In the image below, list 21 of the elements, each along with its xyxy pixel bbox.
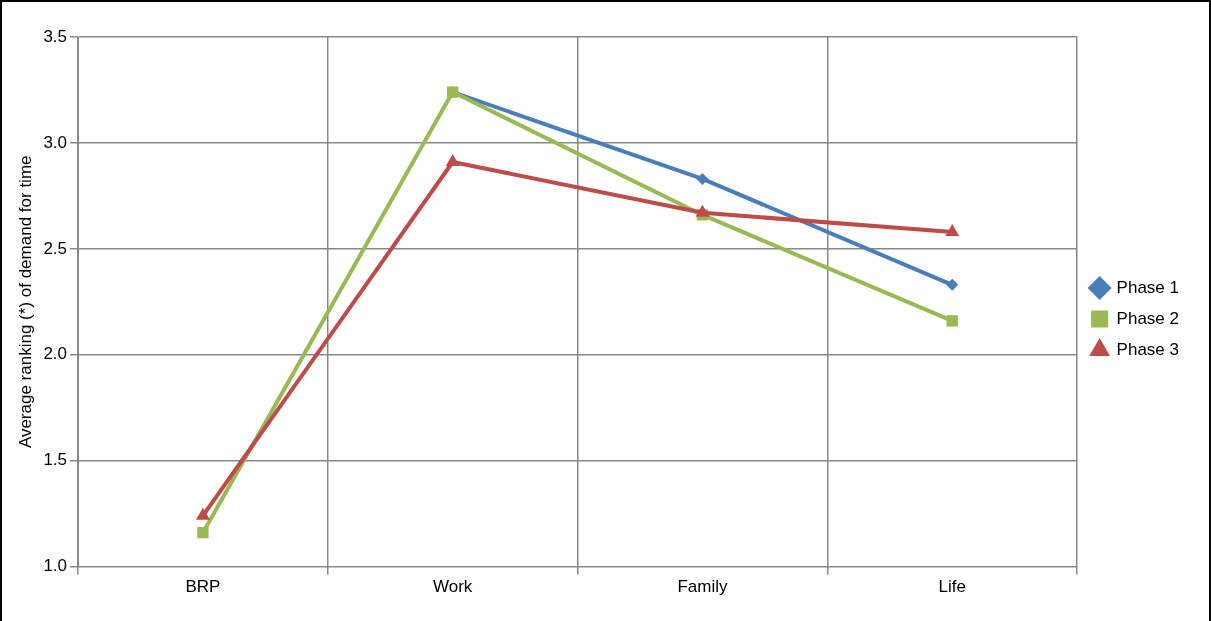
point — [197, 527, 209, 539]
point — [696, 172, 709, 185]
point — [946, 315, 958, 327]
y-tick-label: 3.5 — [43, 26, 68, 46]
y-tick-label: 2.5 — [43, 238, 68, 258]
point — [945, 223, 960, 236]
x-tick-label: Work — [433, 577, 473, 597]
legend-label: Phase 2 — [1116, 308, 1180, 328]
point — [445, 153, 460, 166]
point — [946, 278, 959, 291]
legend-label: Phase 1 — [1116, 277, 1180, 297]
y-tick-label: 2.0 — [43, 344, 68, 364]
point — [695, 204, 710, 217]
y-tick-label: 1.5 — [43, 450, 68, 470]
y-tick-label: 3.0 — [43, 132, 68, 152]
x-tick-label: BRP — [185, 577, 221, 597]
x-tick-label: Life — [938, 577, 966, 597]
legend-label: Phase 3 — [1116, 339, 1180, 359]
y-tick-label: 1.0 — [43, 556, 68, 576]
y-axis-title: Average ranking (*) of demand for time — [15, 155, 35, 449]
x-tick-label: Family — [677, 577, 728, 597]
